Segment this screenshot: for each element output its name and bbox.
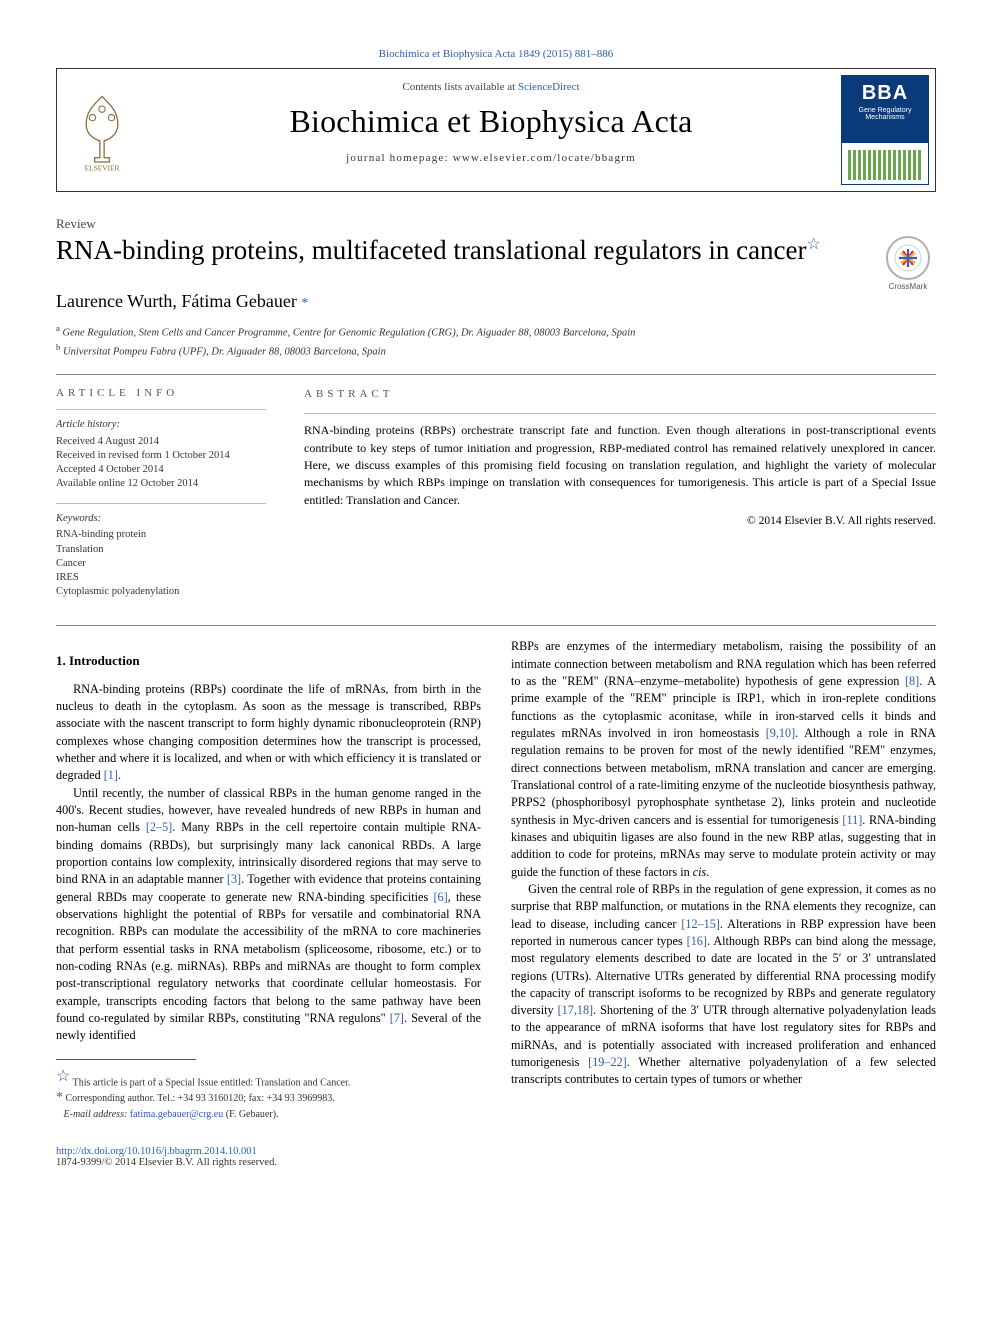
crossmark-badge[interactable]: CrossMark [880, 236, 936, 291]
intro-p1: RNA-binding proteins (RBPs) coordinate t… [56, 681, 481, 785]
bba-journal-cover-icon: BBA Gene Regulatory Mechanisms [841, 75, 929, 185]
ref-link[interactable]: [19–22] [588, 1055, 627, 1069]
intro-p3: RBPs are enzymes of the intermediary met… [511, 638, 936, 881]
body-right-column: RBPs are enzymes of the intermediary met… [511, 638, 936, 1122]
keyword: Translation [56, 543, 266, 557]
keyword: Cytoplasmic polyadenylation [56, 585, 266, 599]
corresponding-author-mark-icon: * [301, 296, 308, 311]
footnote-star: ☆ This article is part of a Special Issu… [56, 1066, 481, 1090]
journal-homepage-url[interactable]: www.elsevier.com/locate/bbagrm [453, 152, 636, 164]
email-link[interactable]: fatima.gebauer@crg.eu [130, 1109, 223, 1120]
article-title: RNA-binding proteins, multifaceted trans… [56, 234, 868, 268]
abstract-text: RNA-binding proteins (RBPs) orchestrate … [304, 422, 936, 509]
ref-link[interactable]: [6] [433, 890, 447, 904]
publisher-logo-elsevier: ELSEVIER [57, 69, 147, 191]
history-revised: Received in revised form 1 October 2014 [56, 449, 266, 463]
ref-link[interactable]: [12–15] [681, 917, 720, 931]
journal-name: Biochimica et Biophysica Acta [157, 103, 825, 140]
abstract-heading: abstract [304, 387, 936, 403]
history-accepted: Accepted 4 October 2014 [56, 463, 266, 477]
ref-link[interactable]: [3] [227, 872, 241, 886]
article-history-label: Article history: [56, 418, 266, 432]
abstract-copyright: © 2014 Elsevier B.V. All rights reserved… [304, 513, 936, 530]
authors-line: Laurence Wurth, Fátima Gebauer * [56, 291, 936, 312]
issn-copyright: 1874-9399/© 2014 Elsevier B.V. All right… [56, 1157, 936, 1168]
top-citation: Biochimica et Biophysica Acta 1849 (2015… [56, 48, 936, 60]
body-left-column: 1. Introduction RNA-binding proteins (RB… [56, 638, 481, 1122]
intro-p4: Given the central role of RBPs in the re… [511, 881, 936, 1089]
keywords-label: Keywords: [56, 512, 266, 526]
title-footnote-star-icon: ☆ [807, 236, 821, 253]
intro-p2: Until recently, the number of classical … [56, 785, 481, 1045]
ref-link[interactable]: [16] [687, 934, 707, 948]
history-online: Available online 12 October 2014 [56, 477, 266, 491]
doi-link[interactable]: http://dx.doi.org/10.1016/j.bbagrm.2014.… [56, 1146, 257, 1157]
ref-link[interactable]: [8] [905, 674, 919, 688]
article-info-heading: article info [56, 387, 266, 399]
affiliations: a Gene Regulation, Stem Cells and Cancer… [56, 322, 936, 360]
ref-link[interactable]: [7] [390, 1011, 404, 1025]
keyword: IRES [56, 571, 266, 585]
footnote-corresponding: * Corresponding author. Tel.: +34 93 316… [56, 1089, 481, 1108]
ref-link[interactable]: [17,18] [558, 1003, 594, 1017]
elsevier-tree-icon: ELSEVIER [65, 88, 139, 173]
divider-bottom [56, 625, 936, 626]
contents-lists-line: Contents lists available at ScienceDirec… [157, 81, 825, 93]
section-1-heading: 1. Introduction [56, 652, 481, 670]
page-footer: http://dx.doi.org/10.1016/j.bbagrm.2014.… [56, 1146, 936, 1168]
keyword: Cancer [56, 557, 266, 571]
crossmark-icon [893, 243, 923, 273]
footnote-separator [56, 1059, 196, 1060]
svg-text:ELSEVIER: ELSEVIER [85, 163, 120, 172]
divider-top [56, 374, 936, 375]
footnote-email: E-mail address: fatima.gebauer@crg.eu (F… [56, 1108, 481, 1122]
journal-homepage-line: journal homepage: www.elsevier.com/locat… [157, 152, 825, 164]
keyword: RNA-binding protein [56, 528, 266, 542]
top-citation-link[interactable]: Biochimica et Biophysica Acta 1849 (2015… [379, 48, 614, 60]
abstract-column: abstract RNA-binding proteins (RBPs) orc… [304, 387, 936, 611]
ref-link[interactable]: [2–5] [146, 820, 172, 834]
article-info-column: article info Article history: Received 4… [56, 387, 266, 611]
journal-header-box: ELSEVIER Contents lists available at Sci… [56, 68, 936, 192]
ref-link[interactable]: [9,10] [766, 726, 795, 740]
ref-link[interactable]: [1] [104, 768, 118, 782]
history-received: Received 4 August 2014 [56, 435, 266, 449]
sciencedirect-link[interactable]: ScienceDirect [518, 81, 580, 93]
ref-link[interactable]: [11] [842, 813, 862, 827]
article-type: Review [56, 212, 936, 232]
